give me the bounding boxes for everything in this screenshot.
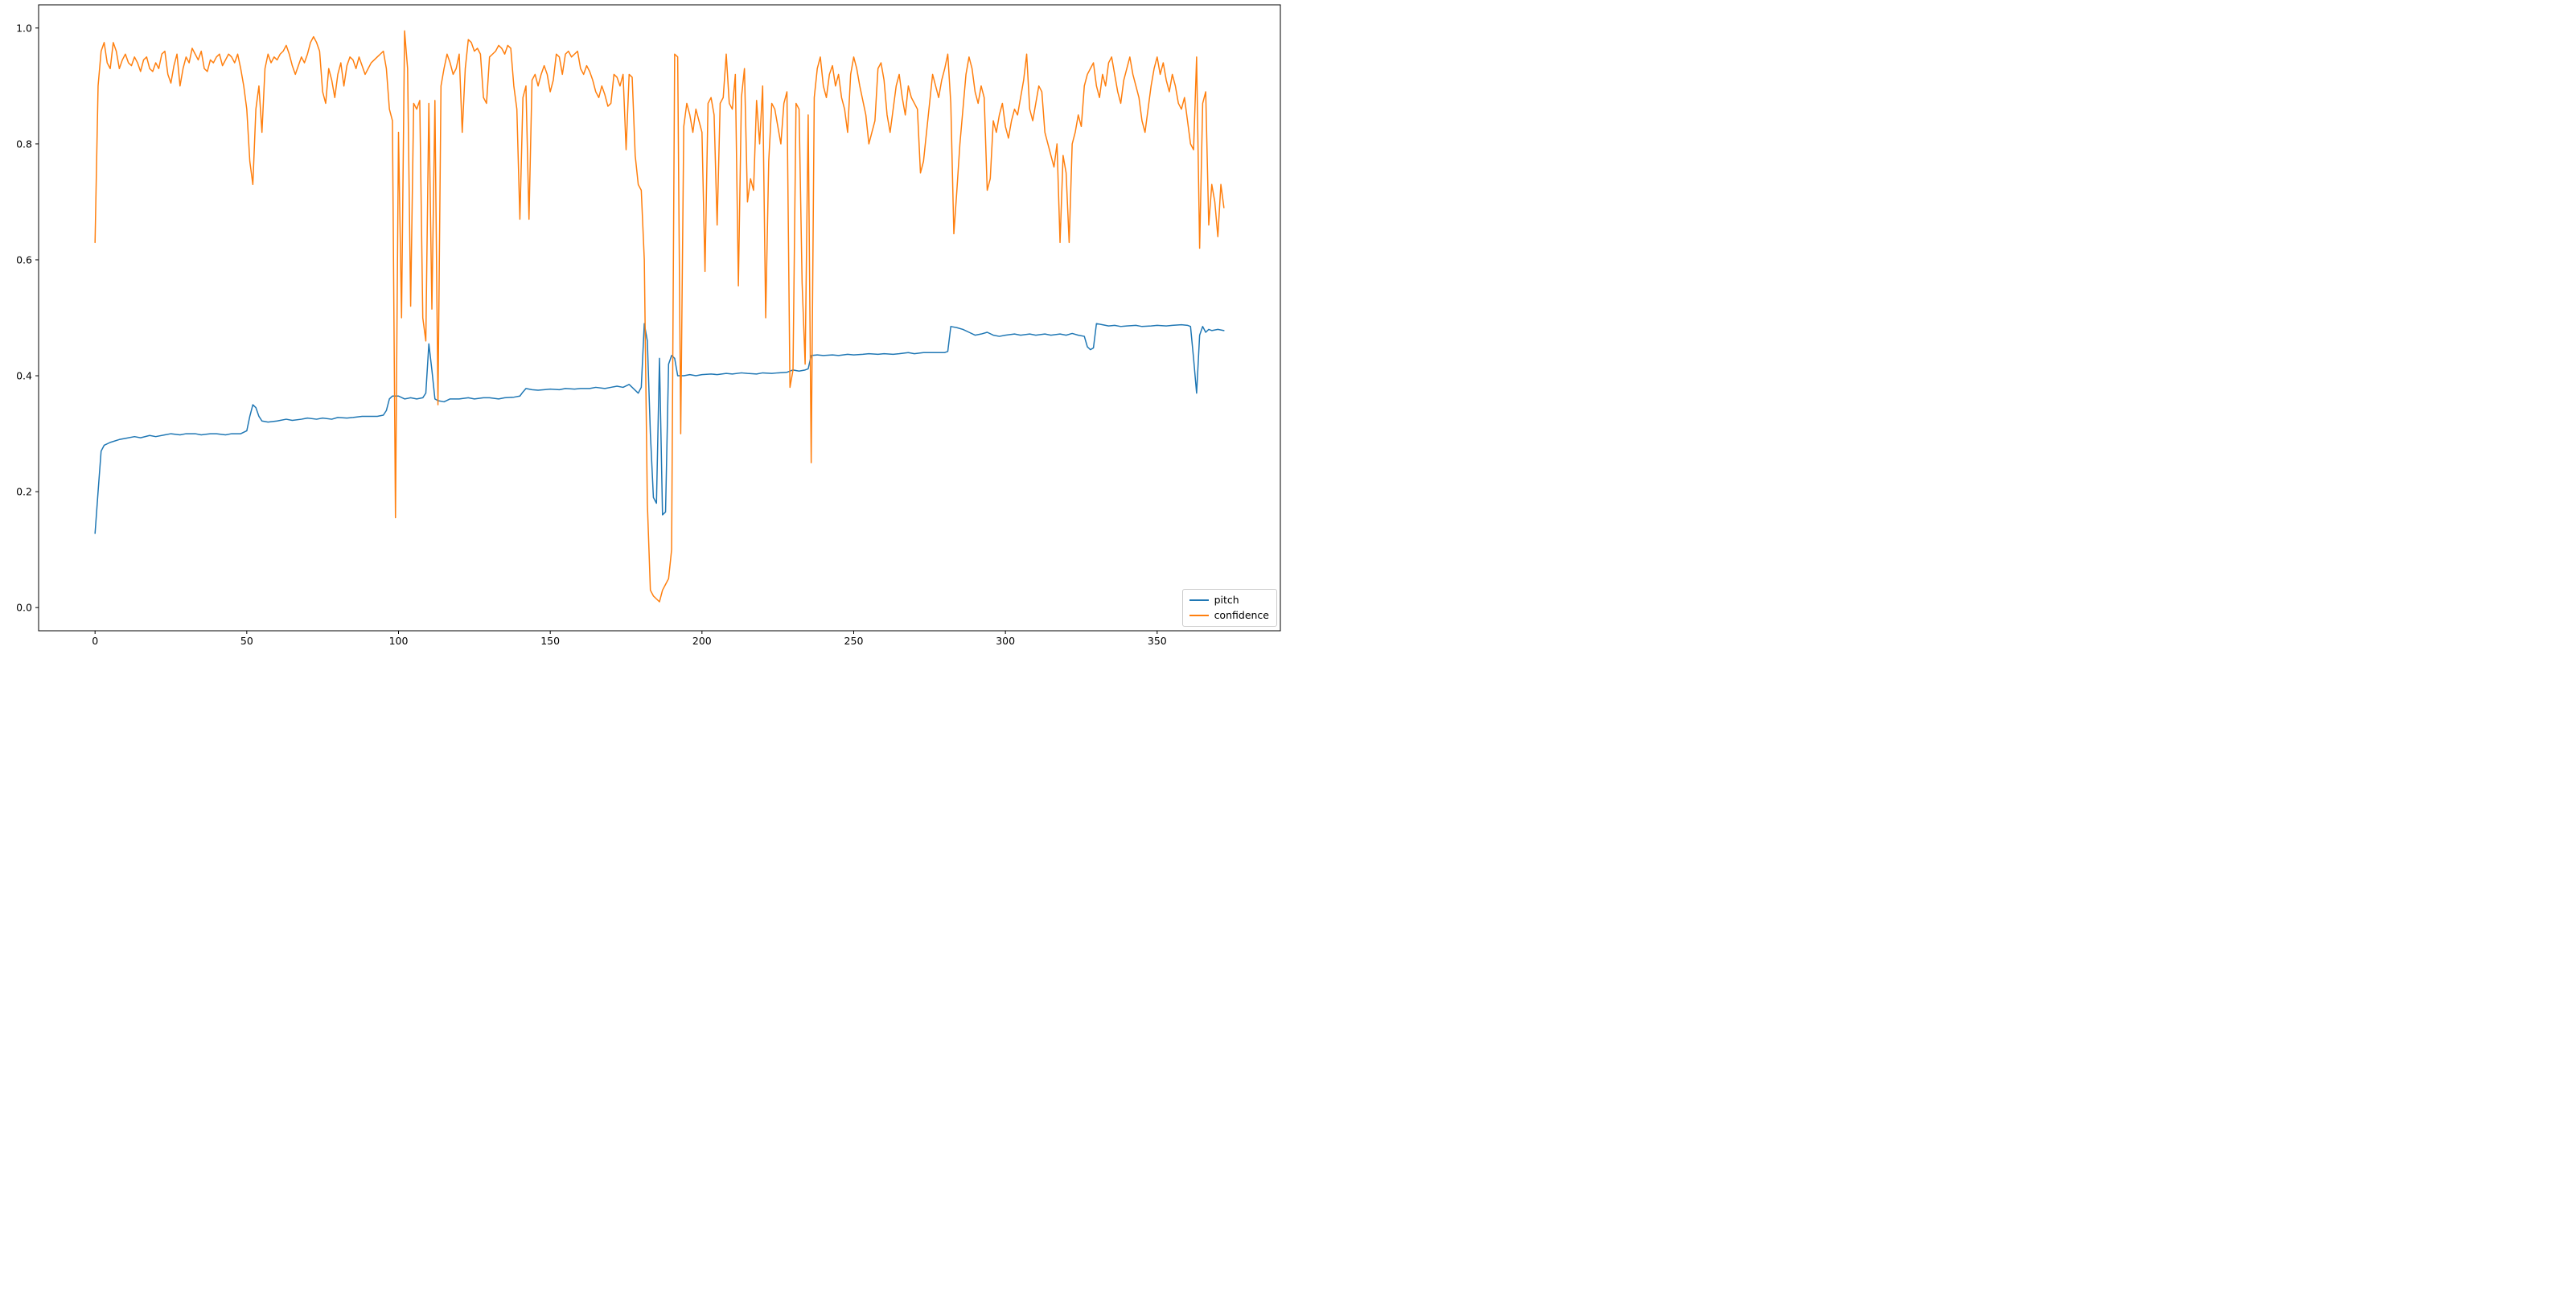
- svg-text:100: 100: [389, 635, 409, 647]
- svg-text:1.0: 1.0: [16, 22, 32, 34]
- svg-text:0.6: 0.6: [16, 253, 32, 266]
- svg-text:0.2: 0.2: [16, 486, 32, 498]
- legend-item-pitch: pitch: [1189, 594, 1269, 607]
- legend-item-confidence: confidence: [1189, 609, 1269, 622]
- svg-text:250: 250: [844, 635, 864, 647]
- line-chart-figure: 0 50 100 150 200 250 300 350 0.0 0.2 0.4 0.6 0.8 1.0 …: [0, 0, 1288, 654]
- pitch-line-swatch: [1189, 599, 1209, 601]
- legend-label-confidence: confidence: [1214, 609, 1269, 622]
- svg-text:150: 150: [540, 635, 560, 647]
- svg-text:0.0: 0.0: [16, 602, 32, 614]
- svg-text:350: 350: [1148, 635, 1167, 647]
- confidence-line-swatch: [1189, 615, 1209, 617]
- legend-label-pitch: pitch: [1214, 593, 1239, 606]
- svg-text:0.8: 0.8: [16, 138, 32, 150]
- svg-text:0.4: 0.4: [16, 370, 32, 382]
- svg-text:50: 50: [240, 635, 253, 647]
- svg-text:200: 200: [692, 635, 712, 647]
- chart-canvas: 0 50 100 150 200 250 300 350 0.0 0.2 0.4 0.6 0.8 1.0: [16, 4, 1281, 647]
- svg-text:300: 300: [996, 635, 1015, 647]
- svg-text:0: 0: [92, 635, 98, 647]
- legend: pitch confidence: [1181, 588, 1277, 627]
